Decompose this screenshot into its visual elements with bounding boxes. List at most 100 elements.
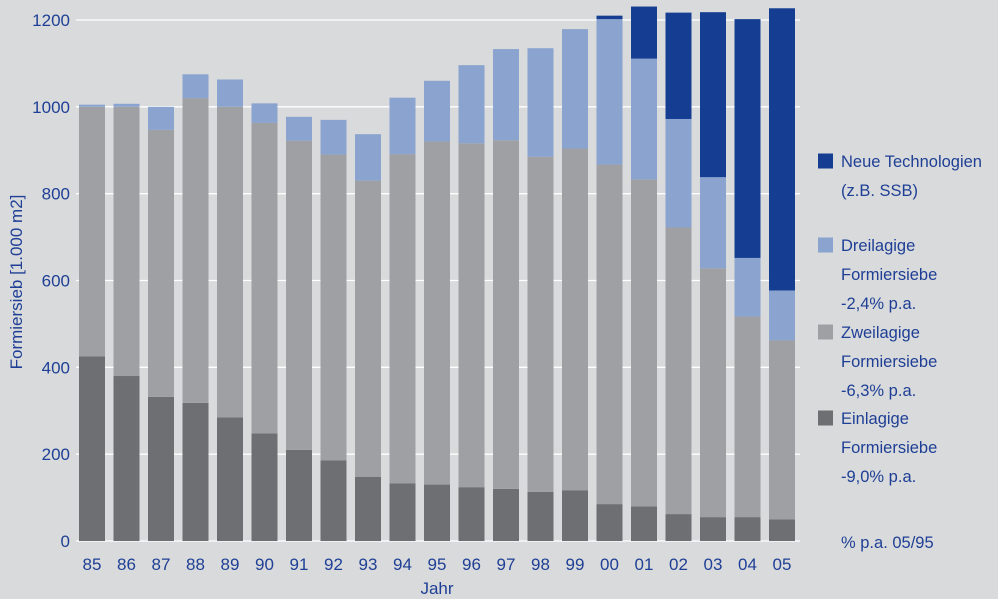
bar-segment-zwei: [700, 268, 726, 518]
bar-segment-zwei: [113, 106, 140, 377]
x-tick-label: 03: [704, 555, 723, 574]
x-tick-label: 86: [117, 555, 136, 574]
legend-label: -6,3% p.a.: [841, 382, 916, 400]
legend-swatch-drei: [818, 237, 833, 253]
bar-segment-drei: [458, 65, 485, 144]
bar-segment-neue: [631, 6, 657, 59]
y-tick-label: 1200: [32, 11, 70, 30]
y-tick-label: 1000: [32, 98, 70, 117]
x-tick-label: 02: [669, 555, 688, 574]
bar-segment-ein: [734, 517, 761, 541]
bar-segment-zwei: [286, 140, 312, 450]
bar-segment-drei: [562, 29, 588, 149]
bar-segment-neue: [769, 8, 795, 291]
bar-segment-ein: [148, 396, 174, 541]
x-tick-label: 98: [531, 555, 550, 574]
bar-segment-zwei: [493, 140, 519, 489]
legend-label: Zweilagige: [841, 324, 920, 342]
bar-segment-drei: [148, 106, 174, 130]
bar-segment-zwei: [182, 98, 209, 403]
bar-segment-zwei: [217, 106, 243, 418]
bar-segment-drei: [286, 116, 312, 141]
x-tick-label: 95: [428, 555, 447, 574]
bar-segment-ein: [113, 376, 140, 541]
bar-segment-ein: [665, 514, 692, 541]
bar-segment-zwei: [79, 106, 105, 357]
bars: [79, 6, 795, 541]
bar-segment-drei: [734, 257, 761, 317]
x-tick-label: 92: [324, 555, 343, 574]
x-tick-label: 89: [221, 555, 240, 574]
x-tick-label: 04: [738, 555, 757, 574]
y-tick-label: 200: [42, 445, 70, 464]
bar-segment-drei: [320, 119, 347, 155]
bar-segment-drei: [493, 49, 519, 141]
bar-segment-drei: [355, 134, 381, 181]
x-tick-label: 99: [566, 555, 585, 574]
x-tick-label: 00: [600, 555, 619, 574]
bar-segment-ein: [320, 460, 347, 541]
bar-segment-zwei: [424, 141, 450, 485]
x-tick-label: 05: [773, 555, 792, 574]
bar-segment-drei: [424, 80, 450, 142]
y-tick-label: 0: [61, 532, 70, 551]
bar-segment-neue: [700, 12, 726, 178]
bar-segment-drei: [79, 104, 105, 107]
bar-segment-neue: [734, 19, 761, 258]
legend-label: Formiersiebe: [841, 353, 937, 371]
x-tick-label: 94: [393, 555, 412, 574]
y-tick-label: 600: [42, 272, 70, 291]
bar-segment-drei: [527, 48, 554, 157]
legend-label: Neue Technologien: [841, 153, 982, 171]
bar-segment-ein: [424, 484, 450, 541]
bar-segment-ein: [286, 449, 312, 541]
legend: Neue Technologien (z.B. SSB) Dreilagige For…: [818, 153, 982, 486]
x-tick-labels: 85 86 87 88 89 90 91 92 93 94 95 96 97 98 99 00 01 02 03 04…: [83, 555, 792, 574]
bar-segment-ein: [251, 433, 278, 541]
bar-segment-zwei: [631, 179, 657, 507]
legend-label: -9,0% p.a.: [841, 468, 916, 486]
bar-segment-ein: [562, 490, 588, 541]
x-tick-label: 93: [359, 555, 378, 574]
bar-segment-drei: [389, 97, 416, 155]
x-tick-label: 90: [255, 555, 274, 574]
bar-segment-ein: [769, 519, 795, 541]
x-tick-label: 91: [290, 555, 309, 574]
bar-segment-drei: [700, 177, 726, 269]
x-tick-label: 01: [635, 555, 654, 574]
bar-segment-zwei: [389, 154, 416, 484]
bar-segment-drei: [251, 103, 278, 123]
legend-label: Dreilagige: [841, 237, 915, 255]
bar-segment-neue: [596, 15, 623, 20]
x-tick-label: 96: [462, 555, 481, 574]
note-text: % p.a. 05/95: [841, 534, 934, 552]
bar-segment-ein: [700, 517, 726, 541]
bar-segment-ein: [527, 491, 554, 541]
bar-segment-drei: [217, 79, 243, 107]
bar-segment-ein: [596, 504, 623, 541]
x-tick-label: 87: [152, 555, 171, 574]
bar-segment-zwei: [596, 164, 623, 505]
bar-segment-drei: [665, 118, 692, 228]
x-tick-label: 97: [497, 555, 516, 574]
bar-segment-neue: [665, 12, 692, 119]
bar-segment-ein: [217, 417, 243, 541]
legend-label: Formiersiebe: [841, 266, 937, 284]
legend-label: (z.B. SSB): [841, 182, 918, 200]
bar-segment-zwei: [665, 227, 692, 515]
legend-swatch-zwei: [818, 324, 833, 340]
x-tick-label: 88: [186, 555, 205, 574]
bar-segment-ein: [355, 476, 381, 541]
legend-label: -2,4% p.a.: [841, 295, 916, 313]
x-tick-label: 85: [83, 555, 102, 574]
legend-swatch-ein: [818, 410, 833, 426]
bar-segment-ein: [182, 402, 209, 541]
bar-segment-zwei: [458, 143, 485, 488]
bar-segment-zwei: [251, 122, 278, 434]
legend-label: Formiersiebe: [841, 439, 937, 457]
bar-segment-zwei: [734, 316, 761, 518]
y-tick-label: 800: [42, 185, 70, 204]
bar-segment-zwei: [527, 156, 554, 492]
